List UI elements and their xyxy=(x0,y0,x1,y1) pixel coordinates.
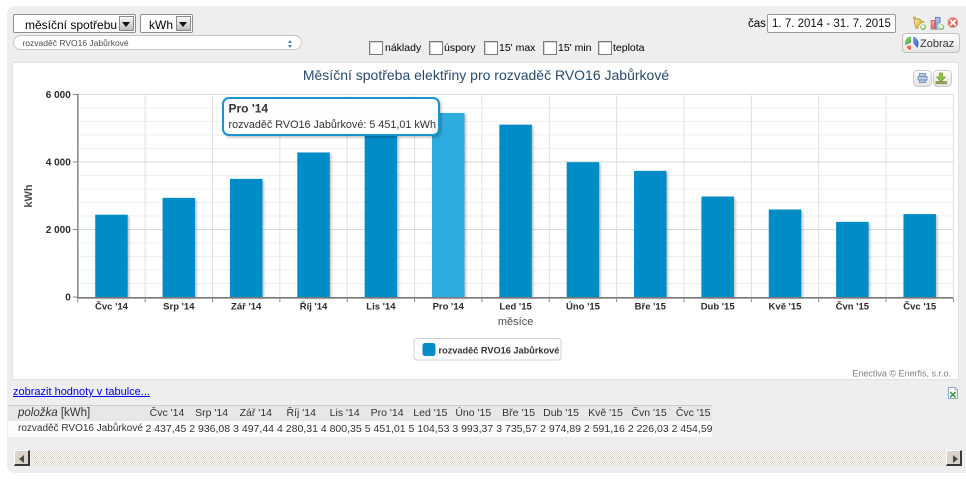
svg-text:Čvc '15: Čvc '15 xyxy=(903,301,937,313)
svg-text:Dub '15: Dub '15 xyxy=(701,302,736,313)
svg-text:Lis '14: Lis '14 xyxy=(366,302,396,313)
svg-text:Srp '14: Srp '14 xyxy=(163,302,195,313)
svg-text:kWh: kWh xyxy=(23,184,35,208)
svg-text:Zář '14: Zář '14 xyxy=(231,302,262,313)
svg-text:Čvn '15: Čvn '15 xyxy=(836,301,870,313)
svg-text:Pro '14: Pro '14 xyxy=(433,302,465,313)
svg-text:0: 0 xyxy=(65,293,71,304)
svg-text:Enectiva © Enerfis, s.r.o.: Enectiva © Enerfis, s.r.o. xyxy=(852,369,951,379)
svg-text:4 000: 4 000 xyxy=(46,157,71,168)
svg-text:6 000: 6 000 xyxy=(46,90,71,101)
svg-text:Říj '14: Říj '14 xyxy=(300,301,328,313)
svg-text:Úno '15: Úno '15 xyxy=(566,301,601,313)
svg-text:rozvaděč RVO16 Jabůrkové: rozvaděč RVO16 Jabůrkové xyxy=(439,346,560,356)
svg-text:Pro '14: Pro '14 xyxy=(229,102,269,116)
svg-text:Bře '15: Bře '15 xyxy=(635,302,667,313)
svg-text:měsíce: měsíce xyxy=(498,316,533,328)
svg-text:Měsíční spotřeba elektřiny pro: Měsíční spotřeba elektřiny pro rozvaděč … xyxy=(303,67,669,83)
svg-text:rozvaděč RVO16 Jabůrkové: 5 45: rozvaděč RVO16 Jabůrkové: 5 451,01 kWh xyxy=(229,119,436,131)
svg-text:Led '15: Led '15 xyxy=(499,302,532,313)
svg-text:Kvě '15: Kvě '15 xyxy=(769,302,803,313)
svg-text:Čvc '14: Čvc '14 xyxy=(95,301,129,313)
svg-text:2 000: 2 000 xyxy=(46,225,71,236)
